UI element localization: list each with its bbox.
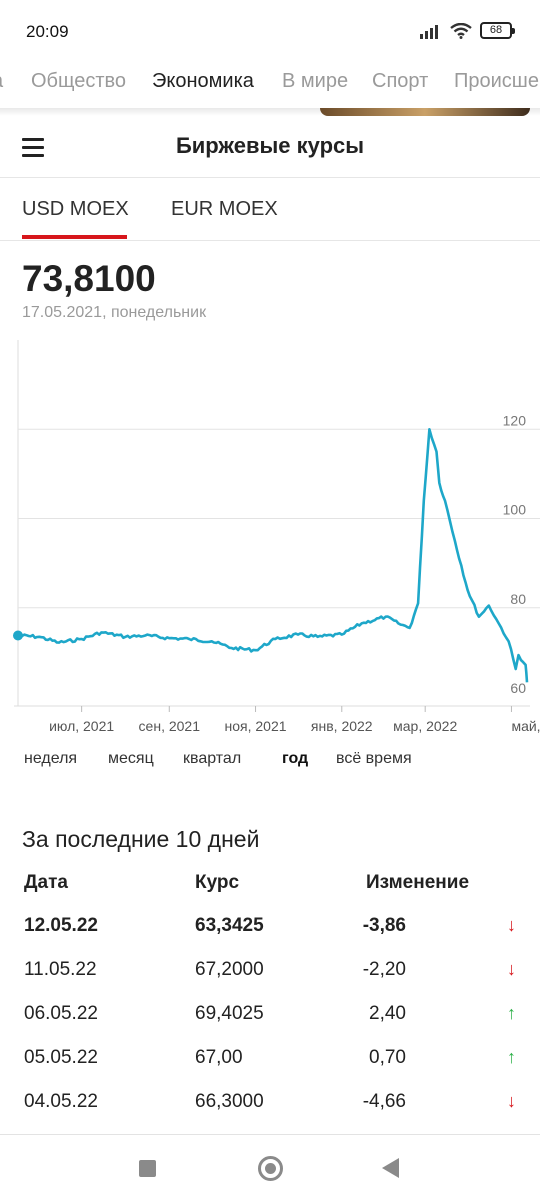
status-time: 20:09 bbox=[26, 22, 69, 41]
table-row: 11.05.22 67,2000 -2,20 ↓ bbox=[0, 959, 540, 1003]
table-row: 05.05.22 67,00 0,70 ↑ bbox=[0, 1047, 540, 1091]
status-bar: 20:09 68 bbox=[0, 0, 540, 64]
arrow-up-icon: ↑ bbox=[507, 1003, 516, 1023]
back-triangle-icon[interactable] bbox=[382, 1158, 399, 1178]
column-header-date: Дата bbox=[24, 872, 68, 893]
rate-chart[interactable]: 120 100 80 60 июл, 2021 сен, 2021 ноя, 2021 ян… bbox=[0, 330, 540, 750]
history-title: За последние 10 дней bbox=[22, 826, 260, 852]
tab-usd-moex[interactable]: USD MOEX bbox=[22, 198, 129, 220]
battery-level: 68 bbox=[489, 24, 503, 36]
active-tab-underline bbox=[22, 235, 127, 239]
period-month[interactable]: месяц bbox=[108, 750, 154, 767]
arrow-up-icon: ↑ bbox=[507, 1047, 516, 1067]
y-tick-label: 60 bbox=[510, 680, 526, 696]
category-tabs: а Общество Экономика В мире Спорт Происш… bbox=[0, 64, 540, 114]
news-image-strip bbox=[320, 108, 530, 116]
x-tick-label: мар, 2022 bbox=[393, 718, 457, 734]
row-rate: 63,3425 bbox=[195, 915, 264, 936]
rate-series-line bbox=[17, 428, 529, 683]
arrow-down-icon: ↓ bbox=[507, 959, 516, 979]
x-tick-label: сен, 2021 bbox=[139, 718, 201, 734]
category-tab[interactable]: а bbox=[0, 70, 3, 93]
page-header: Биржевые курсы bbox=[0, 118, 540, 178]
x-tick-label: янв, 2022 bbox=[311, 718, 373, 734]
page-title: Биржевые курсы bbox=[175, 133, 365, 158]
current-rate-date: 17.05.2021, понедельник bbox=[22, 304, 207, 321]
current-rate-value: 73,8100 bbox=[22, 258, 156, 299]
period-week[interactable]: неделя bbox=[24, 750, 78, 767]
arrow-down-icon: ↓ bbox=[507, 915, 516, 935]
y-tick-label: 120 bbox=[503, 412, 527, 428]
x-tick-label: июл, 2021 bbox=[49, 718, 114, 734]
category-tab-society[interactable]: Общество bbox=[31, 70, 127, 92]
row-change: 2,40 bbox=[369, 1003, 406, 1024]
period-all-time[interactable]: всё время bbox=[336, 750, 412, 767]
arrow-down-icon: ↓ bbox=[507, 1091, 516, 1111]
battery-icon: 68 bbox=[480, 22, 515, 39]
row-date: 05.05.22 bbox=[24, 1047, 98, 1068]
table-row: 12.05.22 63,3425 -3,86 ↓ bbox=[0, 915, 540, 959]
row-date: 11.05.22 bbox=[24, 959, 97, 980]
signal-icon bbox=[420, 24, 438, 39]
hamburger-menu-icon[interactable] bbox=[22, 138, 46, 158]
column-header-rate: Курс bbox=[195, 872, 240, 893]
period-selector: неделя месяц квартал год всё время bbox=[0, 750, 540, 774]
row-date: 12.05.22 bbox=[24, 915, 98, 936]
table-row: 06.05.22 69,4025 2,40 ↑ bbox=[0, 1003, 540, 1047]
period-quarter[interactable]: квартал bbox=[183, 750, 242, 767]
row-change: -3,86 bbox=[362, 915, 406, 936]
category-tab-sport[interactable]: Спорт bbox=[372, 70, 429, 92]
cursor-point[interactable] bbox=[13, 630, 23, 641]
row-rate: 67,00 bbox=[195, 1047, 243, 1068]
row-change: -2,20 bbox=[362, 959, 406, 980]
x-tick-label: май, 2... bbox=[511, 718, 540, 734]
row-date: 04.05.22 bbox=[24, 1091, 98, 1112]
row-rate: 66,3000 bbox=[195, 1091, 264, 1112]
column-header-change: Изменение bbox=[366, 872, 470, 893]
row-change: -4,66 bbox=[362, 1091, 406, 1112]
row-change: 0,70 bbox=[369, 1047, 406, 1068]
category-tab-economy[interactable]: Экономика bbox=[152, 70, 254, 92]
row-rate: 67,2000 bbox=[195, 959, 264, 980]
system-nav-bar bbox=[0, 1140, 540, 1200]
category-tab-world[interactable]: В мире bbox=[282, 70, 349, 92]
divider bbox=[0, 1134, 540, 1135]
wifi-icon bbox=[450, 22, 472, 39]
category-tab-incidents[interactable]: Происше bbox=[454, 70, 539, 92]
y-tick-label: 100 bbox=[503, 502, 527, 518]
period-year[interactable]: год bbox=[282, 750, 309, 767]
x-tick-label: ноя, 2021 bbox=[225, 718, 287, 734]
row-date: 06.05.22 bbox=[24, 1003, 98, 1024]
currency-tabs: USD MOEX EUR MOEX bbox=[0, 180, 540, 241]
home-circle-icon[interactable] bbox=[258, 1156, 283, 1181]
recent-apps-square-icon[interactable] bbox=[139, 1160, 156, 1177]
status-icons: 68 bbox=[420, 22, 515, 39]
y-tick-label: 80 bbox=[510, 591, 526, 607]
tab-eur-moex[interactable]: EUR MOEX bbox=[171, 198, 278, 220]
table-row: 04.05.22 66,3000 -4,66 ↓ bbox=[0, 1091, 540, 1135]
category-tabs-shadow bbox=[0, 108, 540, 116]
row-rate: 69,4025 bbox=[195, 1003, 264, 1024]
